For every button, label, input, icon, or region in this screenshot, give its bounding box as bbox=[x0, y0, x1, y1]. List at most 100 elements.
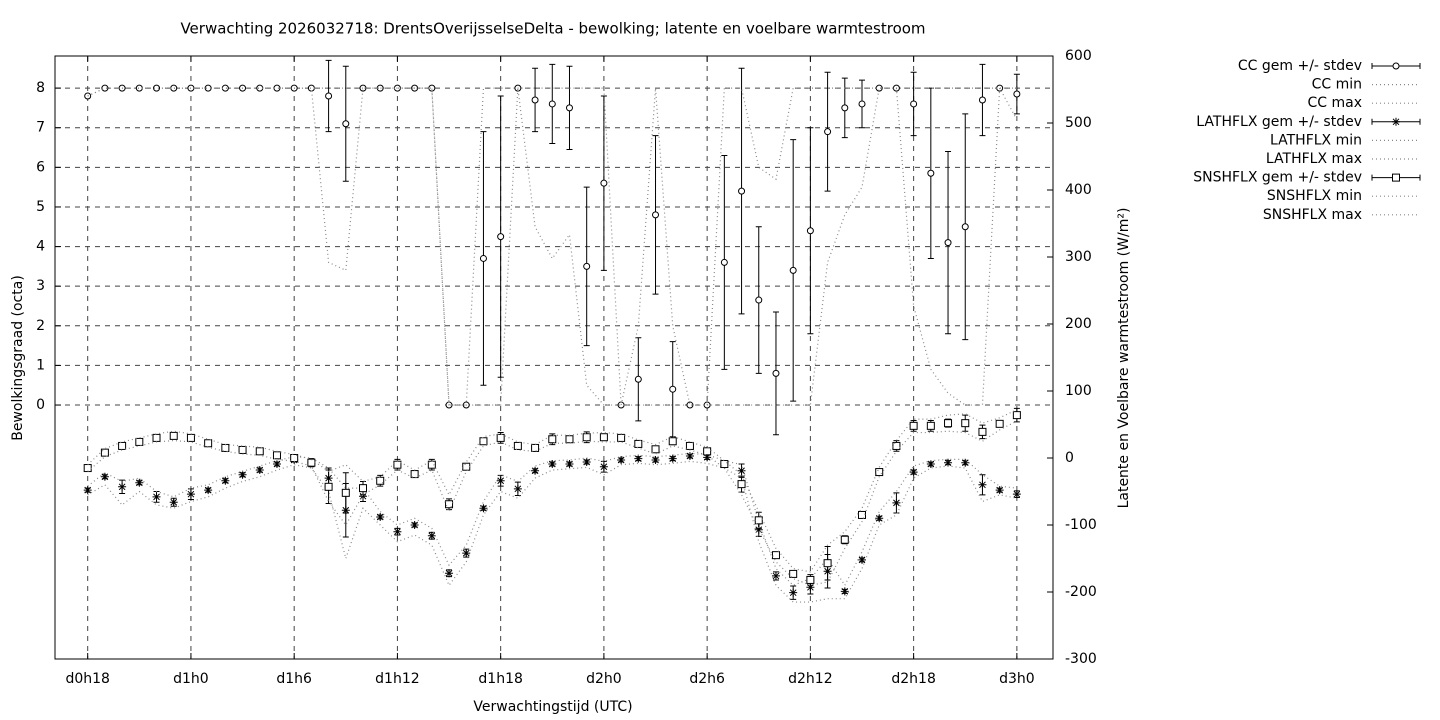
data-point bbox=[497, 233, 505, 241]
data-point bbox=[255, 447, 264, 456]
data-point bbox=[875, 468, 884, 477]
y-axis-label: Bewolkingsgraad (octa) bbox=[10, 275, 26, 441]
data-point bbox=[600, 179, 608, 187]
legend-marker bbox=[1392, 173, 1400, 182]
data-point bbox=[462, 549, 471, 558]
x-tick-label: d2h6 bbox=[689, 671, 725, 687]
data-point bbox=[892, 441, 901, 450]
data-point bbox=[204, 486, 213, 495]
data-point bbox=[221, 476, 230, 485]
x-tick-label: d3h0 bbox=[999, 671, 1035, 687]
data-point bbox=[806, 227, 814, 235]
data-point bbox=[83, 486, 92, 495]
data-point bbox=[307, 458, 316, 467]
data-point bbox=[686, 401, 694, 409]
legend-label: SNSHFLX min bbox=[1267, 188, 1362, 204]
data-point bbox=[738, 187, 746, 195]
data-point bbox=[858, 510, 867, 519]
data-point bbox=[359, 484, 368, 493]
data-point bbox=[427, 531, 436, 540]
data-point bbox=[1012, 490, 1021, 499]
data-point bbox=[617, 433, 626, 442]
data-point bbox=[1013, 90, 1021, 98]
data-point bbox=[944, 239, 952, 247]
x-tick-label: d1h6 bbox=[276, 671, 312, 687]
data-point bbox=[634, 439, 643, 448]
data-point bbox=[169, 498, 178, 507]
data-point bbox=[771, 571, 780, 580]
y-tick-label: 4 bbox=[36, 239, 45, 255]
data-point bbox=[858, 100, 866, 108]
legend-label: LATHFLX max bbox=[1266, 151, 1362, 167]
x-tick-label: d1h12 bbox=[375, 671, 419, 687]
data-point bbox=[582, 458, 591, 467]
data-point bbox=[118, 482, 127, 491]
data-point bbox=[496, 433, 505, 442]
data-point bbox=[445, 500, 454, 509]
data-point bbox=[910, 100, 918, 108]
data-point bbox=[170, 84, 178, 92]
data-point bbox=[789, 266, 797, 274]
data-point bbox=[152, 433, 161, 442]
y2-tick-label: 0 bbox=[1065, 450, 1074, 466]
data-point bbox=[393, 84, 401, 92]
data-point bbox=[204, 439, 213, 448]
y-tick-label: 2 bbox=[36, 318, 45, 334]
legend-label: SNSHFLX gem +/- stdev bbox=[1193, 170, 1362, 186]
data-point bbox=[307, 84, 315, 92]
data-point bbox=[823, 559, 832, 568]
x-tick-label: d1h18 bbox=[478, 671, 522, 687]
data-point bbox=[325, 92, 333, 100]
data-point bbox=[599, 433, 608, 442]
data-point bbox=[496, 476, 505, 485]
data-point bbox=[685, 441, 694, 450]
y-tick-label: 6 bbox=[36, 159, 45, 175]
x-tick-label: d2h0 bbox=[586, 671, 622, 687]
data-point bbox=[531, 96, 539, 104]
data-point bbox=[565, 435, 574, 444]
data-point bbox=[806, 583, 815, 592]
data-point bbox=[531, 466, 540, 475]
y2-axis-label: Latente en Voelbare warmtestroom (W/m²) bbox=[1116, 208, 1132, 509]
legend-label: CC gem +/- stdev bbox=[1238, 58, 1362, 74]
data-point bbox=[720, 258, 728, 266]
data-point bbox=[824, 128, 832, 136]
data-point bbox=[599, 462, 608, 471]
data-point bbox=[961, 223, 969, 231]
data-point bbox=[410, 521, 419, 529]
y2-tick-label: 600 bbox=[1065, 48, 1092, 64]
data-point bbox=[754, 516, 763, 525]
data-point bbox=[668, 437, 677, 446]
min-max-line bbox=[87, 420, 1018, 586]
data-point bbox=[944, 458, 953, 467]
y2-tick-label: 200 bbox=[1065, 316, 1092, 332]
data-point bbox=[703, 447, 712, 456]
data-point bbox=[548, 460, 557, 469]
data-point bbox=[186, 490, 195, 499]
data-point bbox=[376, 512, 385, 521]
data-point bbox=[720, 460, 729, 469]
y-tick-label: 7 bbox=[36, 120, 45, 136]
data-point bbox=[978, 96, 986, 104]
data-point bbox=[875, 514, 884, 523]
data-point bbox=[996, 84, 1004, 92]
data-point bbox=[840, 587, 849, 596]
data-point bbox=[118, 441, 127, 450]
data-point bbox=[772, 369, 780, 377]
data-point bbox=[565, 104, 573, 112]
data-point bbox=[634, 375, 642, 383]
data-point bbox=[100, 448, 109, 457]
x-tick-label: d2h12 bbox=[788, 671, 832, 687]
data-point bbox=[548, 435, 557, 444]
data-point bbox=[840, 535, 849, 544]
data-point bbox=[169, 431, 178, 440]
data-point bbox=[755, 296, 763, 304]
data-point bbox=[652, 211, 660, 219]
min-max-line bbox=[87, 452, 1017, 587]
data-point bbox=[892, 498, 901, 507]
data-point bbox=[531, 443, 540, 452]
data-point bbox=[272, 460, 281, 469]
data-point bbox=[651, 445, 660, 454]
data-point bbox=[737, 466, 746, 475]
data-point bbox=[135, 437, 144, 446]
